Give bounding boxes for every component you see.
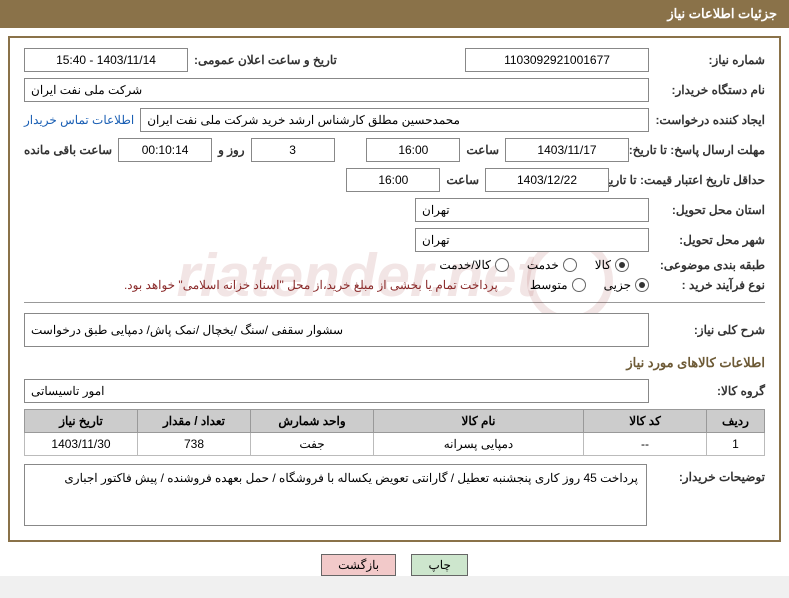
process-label: نوع فرآیند خرید :: [655, 278, 765, 292]
validity-date: 1403/12/22: [485, 168, 609, 192]
table-row: 1 -- دمپایی پسرانه جفت 738 1403/11/30: [25, 433, 765, 456]
reply-deadline-date: 1403/11/17: [505, 138, 629, 162]
radio-medium[interactable]: [572, 278, 586, 292]
days-and-label: روز و: [218, 143, 245, 157]
summary-field: سشوار سقفی /سنگ /یخچال /نمک پاش/ دمپایی …: [24, 313, 649, 347]
radio-partial-label: جزیی: [604, 278, 631, 292]
validity-time: 16:00: [346, 168, 440, 192]
td-qty: 738: [138, 433, 251, 456]
radio-goods-service[interactable]: [495, 258, 509, 272]
buyer-org-field: شرکت ملی نفت ایران: [24, 78, 649, 102]
radio-goods[interactable]: [615, 258, 629, 272]
time-remaining-field: 00:10:14: [118, 138, 212, 162]
time-label-2: ساعت: [446, 173, 479, 187]
th-unit: واحد شمارش: [251, 410, 374, 433]
td-row: 1: [707, 433, 765, 456]
goods-group-label: گروه کالا:: [655, 384, 765, 398]
footer-buttons: چاپ بازگشت: [0, 554, 789, 576]
city-label: شهر محل تحویل:: [655, 233, 765, 247]
td-name: دمپایی پسرانه: [374, 433, 584, 456]
category-radio-group: کالا خدمت کالا/خدمت: [439, 258, 629, 272]
buyer-contact-link[interactable]: اطلاعات تماس خریدار: [24, 113, 134, 127]
goods-info-title: اطلاعات کالاهای مورد نیاز: [24, 355, 765, 371]
th-row: ردیف: [707, 410, 765, 433]
announce-field: 1403/11/14 - 15:40: [24, 48, 188, 72]
time-label-1: ساعت: [466, 143, 499, 157]
print-button[interactable]: چاپ: [411, 554, 467, 576]
back-button[interactable]: بازگشت: [321, 554, 396, 576]
td-date: 1403/11/30: [25, 433, 138, 456]
goods-table: ردیف کد کالا نام کالا واحد شمارش تعداد /…: [24, 409, 765, 456]
buyer-org-label: نام دستگاه خریدار:: [655, 83, 765, 97]
radio-medium-label: متوسط: [530, 278, 568, 292]
td-code: --: [584, 433, 707, 456]
time-remaining-suffix: ساعت باقی مانده: [24, 143, 112, 157]
payment-note: پرداخت تمام یا بخشی از مبلغ خرید،از محل …: [124, 278, 498, 292]
content-panel: riatender.net شماره نیاز: 11030929210016…: [8, 36, 781, 542]
reply-deadline-time: 16:00: [366, 138, 460, 162]
radio-service-label: خدمت: [527, 258, 559, 272]
buyer-notes-label: توضیحات خریدار:: [655, 464, 765, 484]
requester-field: محمدحسین مطلق کارشناس ارشد خرید شرکت ملی…: [140, 108, 649, 132]
radio-service[interactable]: [563, 258, 577, 272]
requester-label: ایجاد کننده درخواست:: [655, 113, 765, 127]
province-field: تهران: [415, 198, 649, 222]
buyer-notes-box: پرداخت 45 روز کاری پنجشنبه تعطیل / گاران…: [24, 464, 647, 526]
days-remaining-field: 3: [251, 138, 335, 162]
panel-header: جزئیات اطلاعات نیاز: [0, 0, 789, 28]
goods-group-field: امور تاسیساتی: [24, 379, 649, 403]
reply-deadline-label: مهلت ارسال پاسخ: تا تاریخ:: [635, 143, 765, 157]
summary-label: شرح کلی نیاز:: [655, 323, 765, 337]
td-unit: جفت: [251, 433, 374, 456]
th-qty: تعداد / مقدار: [138, 410, 251, 433]
need-number-field: 1103092921001677: [465, 48, 649, 72]
th-code: کد کالا: [584, 410, 707, 433]
validity-label: حداقل تاریخ اعتبار قیمت: تا تاریخ:: [615, 173, 765, 187]
announce-label: تاریخ و ساعت اعلان عمومی:: [194, 53, 337, 67]
separator-1: [24, 302, 765, 303]
radio-goods-service-label: کالا/خدمت: [439, 258, 490, 272]
province-label: استان محل تحویل:: [655, 203, 765, 217]
th-date: تاریخ نیاز: [25, 410, 138, 433]
th-name: نام کالا: [374, 410, 584, 433]
need-number-label: شماره نیاز:: [655, 53, 765, 67]
process-radio-group: جزیی متوسط: [530, 278, 649, 292]
category-label: طبقه بندی موضوعی:: [635, 258, 765, 272]
radio-partial[interactable]: [635, 278, 649, 292]
city-field: تهران: [415, 228, 649, 252]
radio-goods-label: کالا: [595, 258, 611, 272]
